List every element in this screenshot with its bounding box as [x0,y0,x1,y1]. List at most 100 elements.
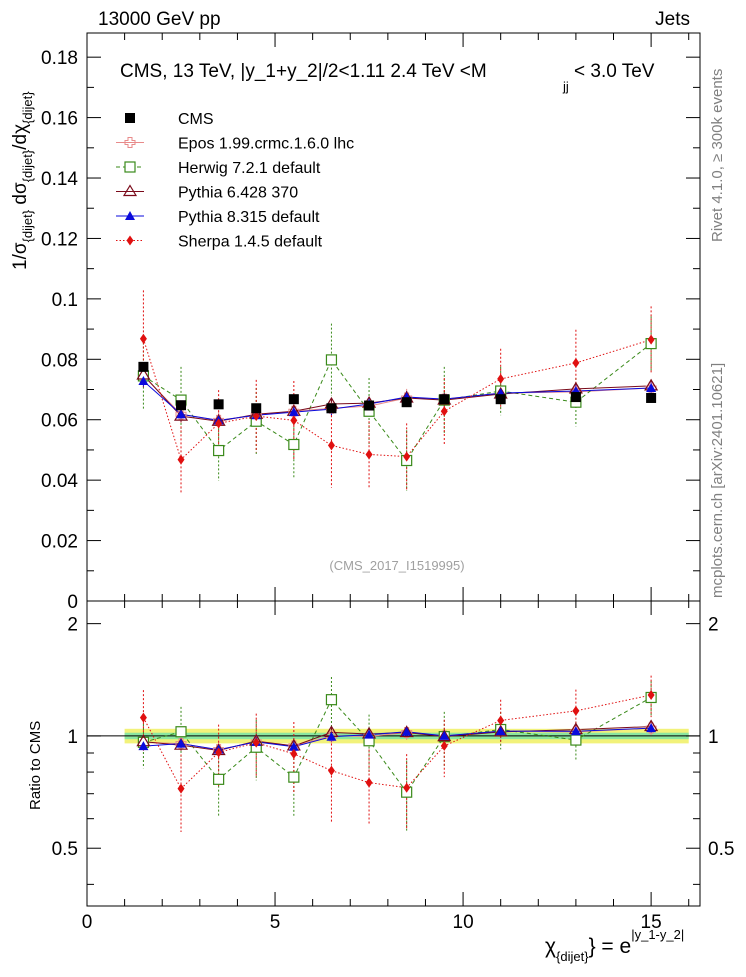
point-top-pythia-3 [176,409,187,419]
y-tick-label-top: 0 [67,592,78,613]
point-top-sherpa-4 [215,418,223,429]
x-axis-label: χ{dijet}} = e|y_1-y_2| [545,927,684,964]
legend-label: CMS [178,111,214,128]
y-tick-label-top: 0.08 [41,350,78,371]
series-line-top-pythia-3 [143,380,652,421]
point-top-herwig-1 [288,438,300,451]
legend-marker [125,113,135,123]
point-bottom-sherpa-4 [497,715,505,726]
point-top-sherpa-4 [497,373,505,384]
x-tick-label: 0 [82,912,93,933]
xlabel-sub: {dijet} [556,949,589,964]
point-top-pythia-3 [288,407,299,417]
y-tick-label-top: 0.12 [41,229,78,250]
point-cms [401,397,412,408]
point-top-sherpa-4 [177,454,185,465]
point-bottom-pythia-3 [288,741,299,751]
mcplots-label: mcplots.cern.ch [arXiv:2401.10621] [709,363,726,598]
point-top-sherpa-4 [290,415,298,426]
header-energy: 13000 GeV pp [98,9,221,30]
plot-title: CMS, 13 TeV, |y_1+y_2|/2<1.11 2.4 TeV <M [120,61,487,82]
point-top-sherpa-4 [327,440,335,451]
point-cms [570,392,581,403]
analysis-watermark: (CMS_2017_I1519995) [329,558,464,573]
series-lines-layer [142,338,652,794]
point-top-pythia-3 [646,383,657,392]
title-subscript: jj [562,79,569,94]
point-bottom-sherpa-4 [647,690,655,701]
point-bottom-pythia-3 [138,741,149,751]
legend-marker [125,211,135,220]
xlabel-chi: χ [545,935,556,958]
y-tick-label-top: 0.16 [41,109,78,130]
point-top-sherpa-4 [139,333,147,344]
title-main: CMS, 13 TeV, |y_1+y_2|/2<1.11 2.4 TeV <M [120,61,487,82]
point-bottom-pythia-3 [439,730,450,740]
y-tick-label-bottom-right: 2 [708,615,719,636]
point-cms [326,403,337,414]
point-cms [288,394,299,405]
point-bottom-sherpa-4 [252,737,260,748]
series-line-bottom-sherpa-4 [142,694,652,790]
point-cms [176,400,187,411]
point-cms [138,361,149,372]
point-top-sherpa-4 [572,357,580,368]
point-bottom-epos-0 [645,722,657,734]
point-bottom-sherpa-4 [440,740,448,751]
y-tick-label-bottom: 0.5 [52,839,78,860]
y-tick-label-top: 0.04 [41,471,78,492]
y-tick-label-bottom: 2 [67,615,78,636]
markers-layer [136,333,659,798]
y-tick-label-bottom: 1 [67,727,78,748]
ylabel-sub-3: {dijet} [20,91,35,124]
point-bottom-sherpa-4 [177,783,185,794]
y-tick-label-top: 0.18 [41,48,78,69]
y-tick-label-top: 0.06 [41,411,78,432]
point-bottom-pythia-3 [401,726,412,736]
legend-label: Pythia 6.428 370 [178,185,298,202]
xlabel-eq: } = e [589,935,632,958]
legend-label: Pythia 8.315 default [178,209,320,226]
point-cms [251,403,262,414]
y-tick-label-top: 0.1 [52,290,78,311]
point-top-sherpa-4 [365,449,373,460]
point-bottom-sherpa-4 [215,747,223,758]
point-bottom-pythia-3 [176,738,187,748]
series-line-top-herwig-1 [143,343,652,462]
legend-label: Epos 1.99.crmc.1.6.0 lhc [178,136,354,153]
y-axis-label-top: 1/σ{dijet} dσ{dijet}/dχ{dijet} [10,91,35,270]
point-bottom-pythia-2 [399,725,414,738]
point-bottom-sherpa-4 [572,705,580,716]
point-cms [646,392,657,403]
point-top-sherpa-4 [252,411,260,422]
point-bottom-herwig-1 [288,771,300,783]
ylabel-part-2: dσ [10,182,31,210]
point-bottom-pythia-3 [326,731,337,741]
point-bottom-pythia-3 [570,726,581,736]
rivet-label: Rivet 4.1.0, ≥ 300k events [709,69,726,242]
point-bottom-sherpa-4 [403,782,411,793]
x-tick-label: 15 [641,912,662,933]
point-cms [213,399,224,410]
axes-layer: 00.020.040.060.080.10.120.140.160.180 5 10… [41,33,734,933]
point-bottom-pythia-3 [495,726,506,736]
point-top-sherpa-4 [647,334,655,345]
y-tick-label-bottom-right: 1 [708,727,719,748]
point-bottom-sherpa-4 [139,712,147,723]
bottom-panel-frame [86,600,701,907]
point-bottom-sherpa-4 [365,777,373,788]
point-bottom-herwig-1 [570,734,582,746]
ylabel-sub-1: {dijet} [20,209,35,242]
x-tick-label: 10 [453,912,474,933]
point-top-sherpa-4 [440,406,448,417]
point-bottom-pythia-2 [493,724,508,737]
title-end: < 3.0 TeV [574,61,655,82]
legend-marker [124,137,136,148]
y-axis-label-bottom: Ratio to CMS [27,721,44,810]
y-tick-label-top: 0.02 [41,532,78,553]
point-bottom-herwig-1 [213,773,225,785]
legend: CMS Epos 1.99.crmc.1.6.0 lhc Herwig 7.2.1 … [116,111,354,251]
legend-label: Herwig 7.2.1 default [178,160,321,177]
point-bottom-sherpa-4 [327,765,335,776]
